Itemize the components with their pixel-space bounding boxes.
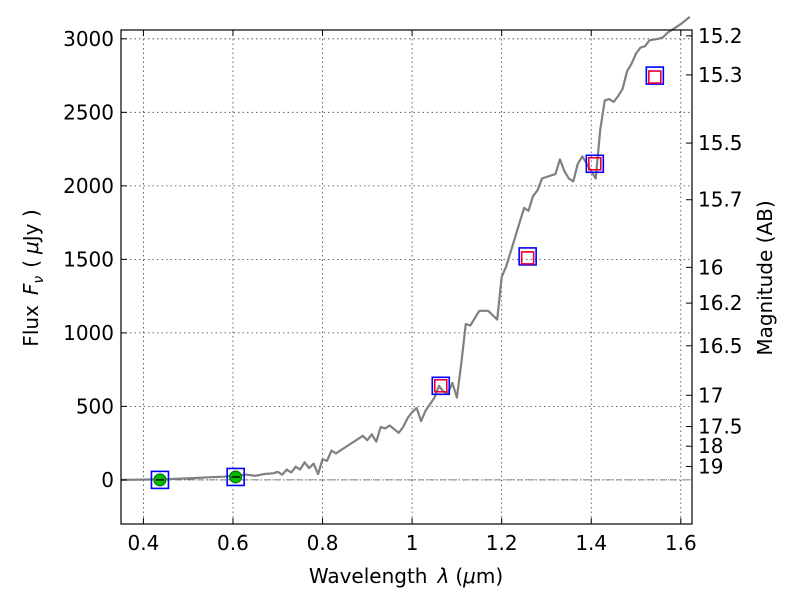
x-axis-title: Wavelength λ (μm) <box>309 564 503 588</box>
grid-lines <box>121 30 692 524</box>
tick-marks <box>121 30 692 524</box>
y-tick-label: 500 <box>76 394 114 418</box>
model-point-red <box>433 378 448 393</box>
x-tick-label: 0.6 <box>217 531 249 555</box>
x-tick-label: 1.2 <box>486 531 518 555</box>
y-tick-label: 2500 <box>63 100 114 124</box>
model-point-red <box>588 156 602 171</box>
y2-tick-label: 16.5 <box>698 334 743 358</box>
y2-tick-label: 18 <box>698 434 723 458</box>
y2-tick-label: 15.3 <box>698 63 743 87</box>
y2-tick-label: 16.2 <box>698 291 743 315</box>
photometry-point-blue <box>150 470 170 490</box>
y-tick-label: 2000 <box>63 174 114 198</box>
y2-tick-label: 19 <box>698 454 723 478</box>
photometry-point-blue <box>226 467 245 487</box>
spectrum-line <box>120 15 691 481</box>
x-tick-label: 1.4 <box>575 531 607 555</box>
model-point-red <box>648 70 662 84</box>
x-tick-label: 1.6 <box>665 531 697 555</box>
y2-tick-label: 16 <box>698 255 723 279</box>
tick-labels: 0.4 0.6 0.8 1 1.2 1.4 1.6 0 500 1000 1500 2000 2500 3… <box>63 24 742 555</box>
y-axis-title: FluxFν(μJy ) <box>19 209 47 346</box>
y2-axis-title: Magnitude (AB) <box>753 200 777 355</box>
x-tick-label: 1 <box>406 531 419 555</box>
photometry-point-blue <box>645 66 665 85</box>
y2-tick-label: 15.2 <box>698 24 743 48</box>
y2-tick-label: 15.7 <box>698 188 743 212</box>
photometry-point-blue <box>518 247 537 266</box>
y2-tick-label: 17 <box>698 383 723 407</box>
y-tick-label: 1000 <box>63 321 114 345</box>
x-tick-label: 0.8 <box>307 531 339 555</box>
x-tick-label: 0.4 <box>127 531 159 555</box>
y-tick-label: 1500 <box>63 247 114 271</box>
y-tick-label: 3000 <box>63 27 114 51</box>
y-tick-label: 0 <box>101 468 114 492</box>
y2-tick-label: 17.5 <box>698 415 743 439</box>
photometry-point-blue <box>585 154 605 174</box>
series-layer <box>120 15 691 490</box>
plot-frame <box>120 29 693 525</box>
y2-tick-label: 15.5 <box>698 131 743 155</box>
model-point-red <box>520 251 535 265</box>
photometry-point-blue <box>431 376 451 396</box>
